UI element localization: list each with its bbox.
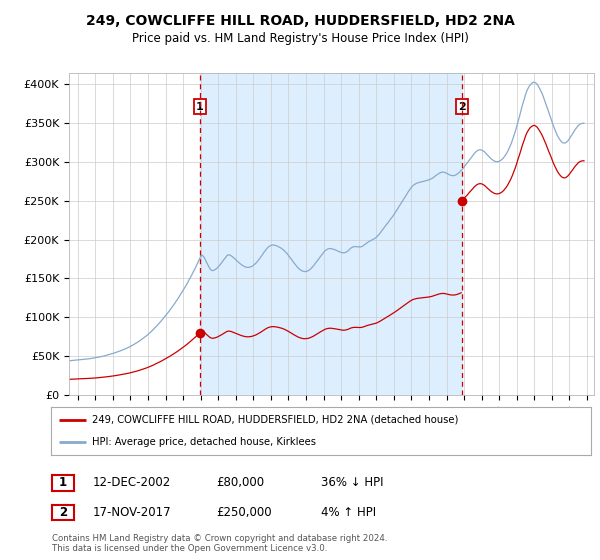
Text: Contains HM Land Registry data © Crown copyright and database right 2024.
This d: Contains HM Land Registry data © Crown c…: [52, 534, 388, 553]
Text: £80,000: £80,000: [216, 476, 264, 489]
Text: 1: 1: [196, 101, 203, 111]
Text: 4% ↑ HPI: 4% ↑ HPI: [321, 506, 376, 519]
Text: 36% ↓ HPI: 36% ↓ HPI: [321, 476, 383, 489]
Text: HPI: Average price, detached house, Kirklees: HPI: Average price, detached house, Kirk…: [91, 437, 316, 447]
Text: 1: 1: [59, 476, 67, 489]
Text: £250,000: £250,000: [216, 506, 272, 519]
Text: 12-DEC-2002: 12-DEC-2002: [93, 476, 171, 489]
Text: 2: 2: [59, 506, 67, 519]
Text: 249, COWCLIFFE HILL ROAD, HUDDERSFIELD, HD2 2NA: 249, COWCLIFFE HILL ROAD, HUDDERSFIELD, …: [86, 14, 514, 28]
Text: 17-NOV-2017: 17-NOV-2017: [93, 506, 172, 519]
Text: Price paid vs. HM Land Registry's House Price Index (HPI): Price paid vs. HM Land Registry's House …: [131, 32, 469, 45]
Text: 249, COWCLIFFE HILL ROAD, HUDDERSFIELD, HD2 2NA (detached house): 249, COWCLIFFE HILL ROAD, HUDDERSFIELD, …: [91, 415, 458, 425]
Text: 2: 2: [458, 101, 466, 111]
Bar: [200, 73, 462, 395]
